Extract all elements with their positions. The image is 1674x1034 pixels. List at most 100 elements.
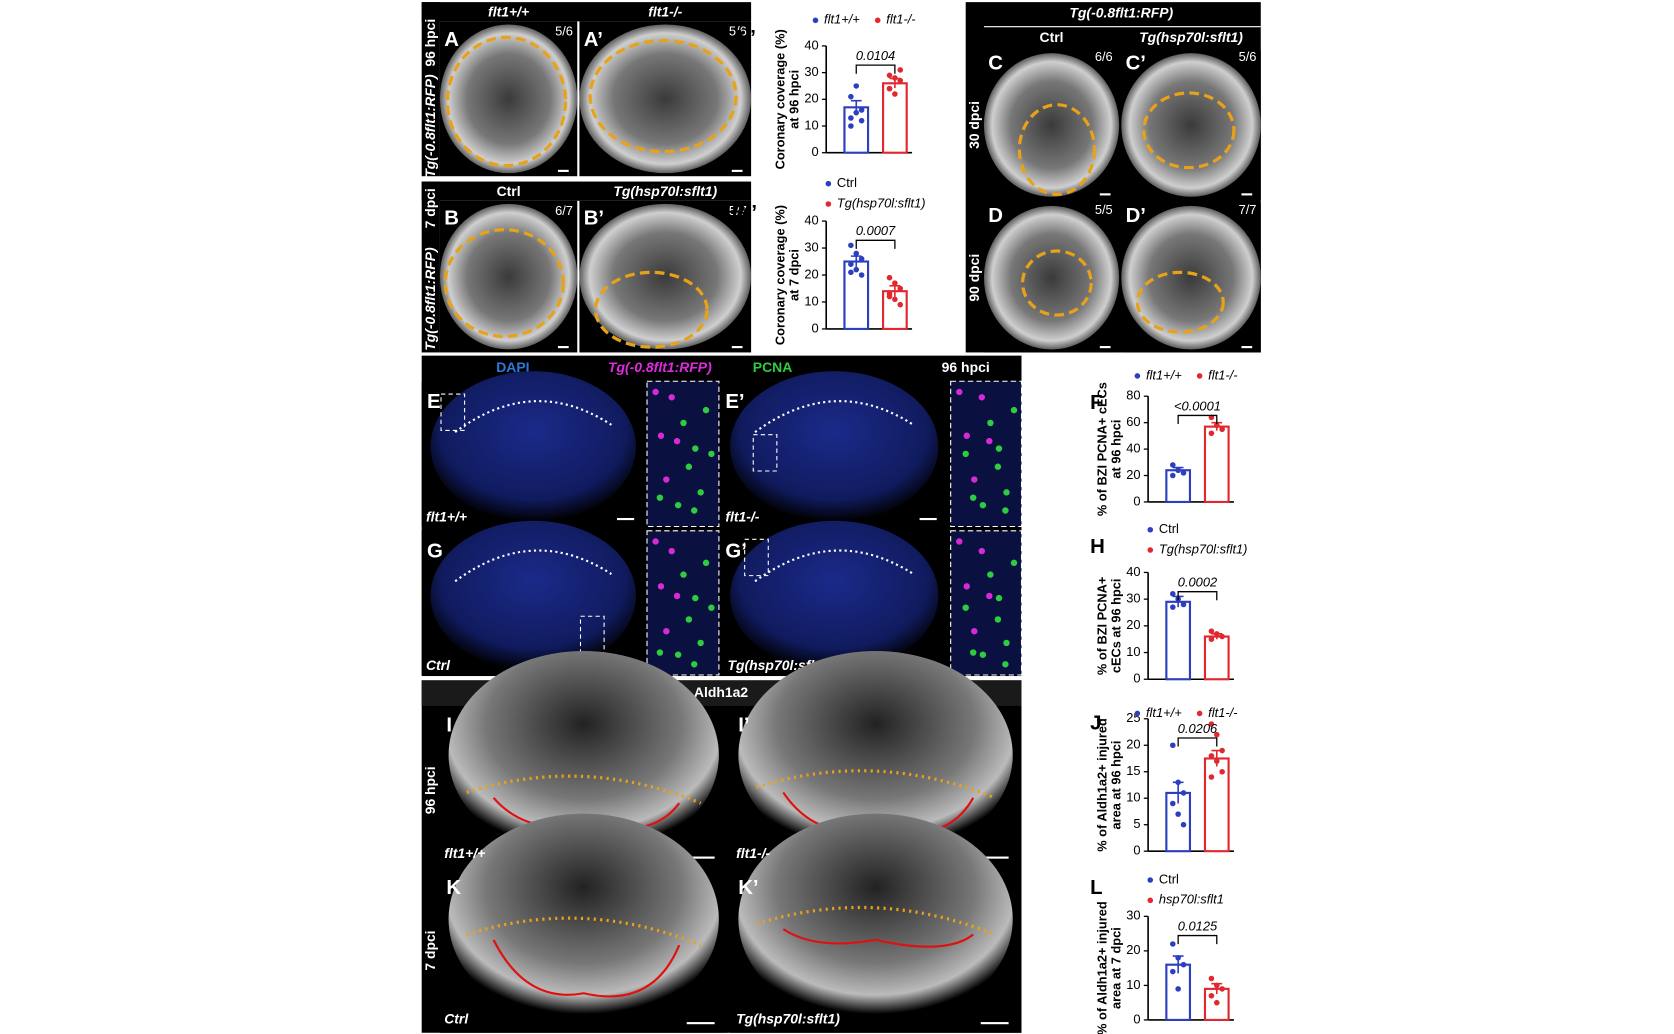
data-point xyxy=(1175,811,1181,817)
nucleus xyxy=(979,651,987,658)
nucleus xyxy=(692,445,699,452)
data-point xyxy=(892,296,898,303)
data-point xyxy=(1219,768,1225,775)
data-point xyxy=(1180,470,1187,476)
nucleus xyxy=(663,627,670,635)
y-tick-label: 0 xyxy=(812,144,819,159)
nucleus xyxy=(994,463,1002,470)
nucleus xyxy=(978,394,986,401)
tissue-section xyxy=(430,371,636,523)
figure-body: flt1+/+ flt1-/- 96 hpci Tg(-0.8flt1:RFP) A 5/… xyxy=(421,2,1261,1034)
y-tick-label: 0 xyxy=(1133,843,1140,858)
y-axis-label: Coronary coverage (%) xyxy=(773,205,788,345)
column-header: Ctrl xyxy=(497,183,521,199)
sample-count: 5/6 xyxy=(1239,49,1257,64)
injury-outline xyxy=(443,228,565,339)
significance-bracket xyxy=(855,64,896,74)
injury-area xyxy=(782,928,974,948)
injury-border xyxy=(454,549,612,583)
data-point xyxy=(848,261,854,267)
scale-bar xyxy=(616,517,635,521)
y-axis-label: area at 7 dpci xyxy=(1108,927,1123,1009)
channel-label: PCNA xyxy=(753,359,792,375)
column-header: flt1-/- xyxy=(648,4,682,20)
sample-count: 5/6 xyxy=(729,23,747,38)
data-point xyxy=(1208,636,1215,642)
nucleus xyxy=(963,583,970,590)
y-axis-label: at 96 hpci xyxy=(1108,420,1123,479)
data-point xyxy=(858,107,865,113)
legend-label: Ctrl xyxy=(837,175,857,190)
y-tick-label: 60 xyxy=(1126,414,1140,429)
data-point xyxy=(858,117,865,124)
panel-genotype: Ctrl xyxy=(444,1011,469,1027)
column-header: Tg(hsp70l:sflt1) xyxy=(613,183,717,199)
data-point xyxy=(1169,591,1176,597)
nucleus xyxy=(674,651,682,658)
data-point xyxy=(848,93,854,100)
data-point xyxy=(1213,758,1220,764)
heart-tissue xyxy=(579,24,752,174)
nucleus xyxy=(986,437,993,445)
nucleus xyxy=(978,547,986,555)
panel-strip xyxy=(421,2,440,177)
y-tick-label: 0 xyxy=(1133,1011,1140,1026)
y-tick-label: 20 xyxy=(804,266,818,281)
data-point xyxy=(897,285,904,292)
nucleus xyxy=(692,594,699,602)
nucleus xyxy=(971,476,978,483)
injury-outline xyxy=(1135,270,1225,334)
y-tick-label: 40 xyxy=(804,37,818,52)
injury-border xyxy=(754,400,915,433)
y-tick-label: 30 xyxy=(804,239,818,254)
injury-outline xyxy=(1017,103,1097,196)
heart-tissue xyxy=(439,24,578,174)
y-axis-label: at 96 hpci xyxy=(786,70,801,129)
injury-outline xyxy=(593,270,709,349)
heart-tissue xyxy=(439,203,578,350)
y-tick-label: 20 xyxy=(804,91,818,106)
nucleus xyxy=(697,639,704,647)
column-header: Tg(hsp70l:sflt1) xyxy=(1139,29,1243,45)
legend-label: Tg(hsp70l:sflt1) xyxy=(1159,541,1248,556)
y-tick-label: 10 xyxy=(1126,790,1140,805)
block-title: Tg(-0.8flt1:RFP) xyxy=(1069,5,1173,21)
nucleus xyxy=(1002,507,1009,514)
data-point xyxy=(1169,604,1176,610)
legend-marker xyxy=(1196,710,1203,717)
data-point xyxy=(853,266,860,273)
row-label: 7 dpci xyxy=(422,188,438,228)
y-tick-label: 40 xyxy=(1126,564,1140,579)
data-point xyxy=(858,272,865,278)
nucleus xyxy=(987,419,994,427)
nucleus xyxy=(680,571,687,578)
nucleus xyxy=(656,649,664,656)
nucleus xyxy=(657,432,665,439)
data-point xyxy=(892,75,898,81)
significance-bracket xyxy=(855,239,896,249)
row-label: Tg(-0.8flt1:RFP) xyxy=(422,74,438,178)
nucleus xyxy=(1010,406,1018,414)
tissue-section xyxy=(430,520,636,671)
p-value: 0.0104 xyxy=(856,48,895,63)
nucleus xyxy=(986,592,993,600)
legend-label: flt1+/+ xyxy=(824,12,860,27)
data-point xyxy=(858,256,865,262)
y-tick-label: 10 xyxy=(1126,644,1140,659)
heart-tissue xyxy=(983,53,1120,197)
legend-label: flt1-/- xyxy=(886,12,915,27)
wound-edge xyxy=(466,916,702,947)
legend-marker xyxy=(874,17,881,24)
nucleus xyxy=(962,604,969,611)
panel-letter: E xyxy=(427,391,441,413)
nucleus xyxy=(652,538,659,545)
data-point xyxy=(892,91,898,97)
nucleus xyxy=(971,627,978,635)
nucleus xyxy=(979,501,987,509)
panel-letter: D’ xyxy=(1126,205,1146,227)
y-axis-label: Coronary coverage (%) xyxy=(773,29,788,169)
data-point xyxy=(1169,800,1176,807)
legend-label: Ctrl xyxy=(1159,871,1179,886)
panel-letter: K’ xyxy=(738,877,758,899)
nucleus xyxy=(702,559,710,567)
